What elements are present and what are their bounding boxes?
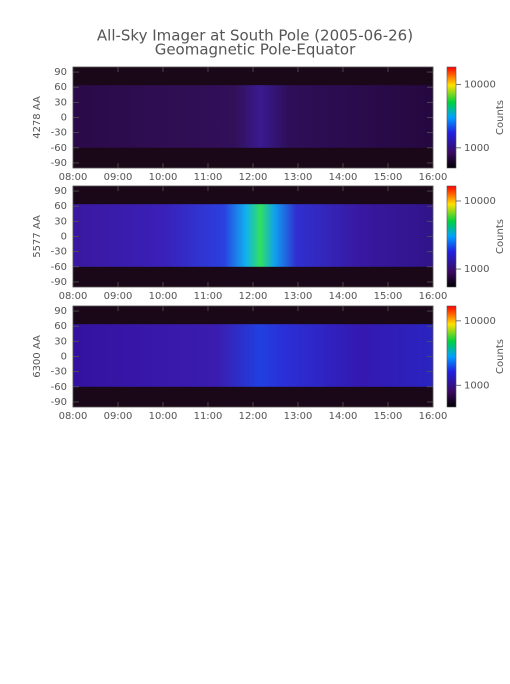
x-tick-label: 14:00 xyxy=(329,172,358,183)
colorbar xyxy=(446,66,457,169)
colorbar-tick-label: 1000 xyxy=(464,264,489,275)
x-tick-label: 15:00 xyxy=(374,411,403,422)
y-tick-label: 60 xyxy=(54,82,67,93)
x-tick-label: 12:00 xyxy=(239,172,268,183)
x-tick-label: 09:00 xyxy=(104,291,133,302)
y-axis-label: 5577 AA xyxy=(32,215,43,258)
x-tick-label: 14:00 xyxy=(329,291,358,302)
x-tick-label: 16:00 xyxy=(419,411,448,422)
x-tick-label: 09:00 xyxy=(104,172,133,183)
x-tick-label: 12:00 xyxy=(239,411,268,422)
x-tick-label: 10:00 xyxy=(149,291,178,302)
x-tick-label: 10:00 xyxy=(149,172,178,183)
colorbar-tick-label: 10000 xyxy=(464,196,496,207)
y-axis-label: 6300 AA xyxy=(32,335,43,378)
x-tick-label: 13:00 xyxy=(284,172,313,183)
y-tick-label: 0 xyxy=(61,113,67,124)
y-tick-label: 60 xyxy=(54,201,67,212)
y-tick-label: -90 xyxy=(51,158,67,169)
y-tick-label: 90 xyxy=(54,306,67,317)
y-tick-label: -60 xyxy=(51,143,67,154)
y-tick-label: -90 xyxy=(51,397,67,408)
y-tick-label: -30 xyxy=(51,247,67,258)
y-tick-label: -30 xyxy=(51,128,67,139)
y-axis-label: 4278 AA xyxy=(32,96,43,139)
x-tick-label: 15:00 xyxy=(374,291,403,302)
image-band xyxy=(73,324,433,387)
y-tick-label: -60 xyxy=(51,262,67,273)
y-tick-label: 90 xyxy=(54,186,67,197)
y-tick-label: 90 xyxy=(54,67,67,78)
y-tick-label: 0 xyxy=(61,352,67,363)
colorbar-tick-label: 1000 xyxy=(464,143,489,154)
y-tick-label: 30 xyxy=(54,97,67,108)
colorbar-tick-label: 10000 xyxy=(464,80,496,91)
y-tick-label: -30 xyxy=(51,367,67,378)
colorbar-tick-label: 1000 xyxy=(464,380,489,391)
x-tick-label: 13:00 xyxy=(284,291,313,302)
y-tick-label: -90 xyxy=(51,277,67,288)
x-tick-label: 08:00 xyxy=(59,291,88,302)
chart-subtitle: Geomagnetic Pole-Equator xyxy=(155,41,356,59)
y-tick-label: 0 xyxy=(61,232,67,243)
y-tick-label: 30 xyxy=(54,216,67,227)
x-tick-label: 09:00 xyxy=(104,411,133,422)
y-tick-label: 60 xyxy=(54,321,67,332)
x-tick-label: 14:00 xyxy=(329,411,358,422)
x-tick-label: 08:00 xyxy=(59,411,88,422)
colorbar-label: Counts xyxy=(495,219,506,254)
chart-title: All-Sky Imager at South Pole (2005-06-26… xyxy=(97,27,413,45)
image-band xyxy=(73,204,433,267)
x-tick-label: 11:00 xyxy=(194,411,223,422)
colorbar-label: Counts xyxy=(495,339,506,374)
colorbar xyxy=(446,305,457,408)
x-tick-label: 11:00 xyxy=(194,172,223,183)
x-tick-label: 15:00 xyxy=(374,172,403,183)
x-tick-label: 12:00 xyxy=(239,291,268,302)
x-tick-label: 16:00 xyxy=(419,291,448,302)
colorbar-label: Counts xyxy=(495,100,506,135)
x-tick-label: 11:00 xyxy=(194,291,223,302)
x-tick-label: 08:00 xyxy=(59,172,88,183)
y-tick-label: 30 xyxy=(54,336,67,347)
image-band xyxy=(73,85,433,148)
y-tick-label: -60 xyxy=(51,382,67,393)
x-tick-label: 16:00 xyxy=(419,172,448,183)
x-tick-label: 13:00 xyxy=(284,411,313,422)
colorbar-tick-label: 10000 xyxy=(464,316,496,327)
x-tick-label: 10:00 xyxy=(149,411,178,422)
colorbar xyxy=(446,185,457,288)
